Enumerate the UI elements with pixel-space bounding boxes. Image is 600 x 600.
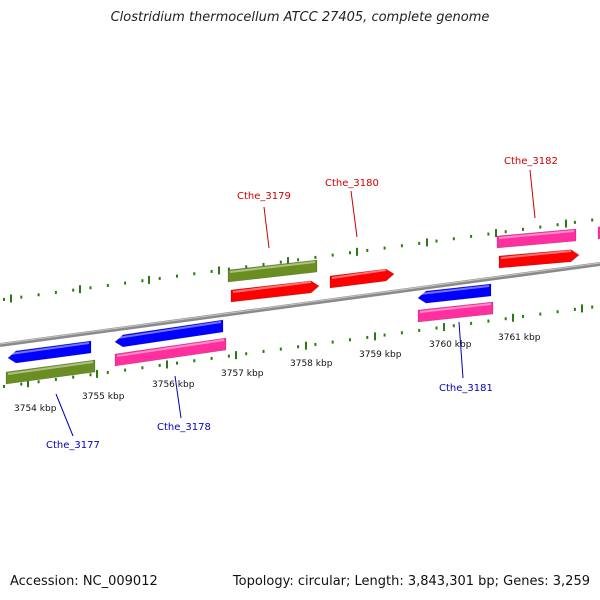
connector-cthe-3178: [174, 375, 182, 419]
gene-label-cthe-3181[interactable]: Cthe_3181: [439, 383, 493, 394]
map-title: Clostridium thermocellum ATCC 27405, com…: [110, 10, 490, 25]
feature-cds-forward-3182[interactable]: [498, 249, 580, 269]
feature-highlight: [419, 303, 492, 313]
connector-cthe-3181: [458, 321, 464, 379]
feature-highlight: [116, 321, 222, 339]
feature-gene-olive-3177[interactable]: [5, 359, 96, 385]
gene-label-cthe-3177[interactable]: Cthe_3177: [46, 440, 100, 451]
scale-label: 3755 kbp: [82, 392, 125, 402]
gene-label-cthe-3178[interactable]: Cthe_3178: [157, 422, 211, 433]
feature-highlight: [419, 285, 490, 295]
feature-cds-reverse-3181[interactable]: [417, 283, 492, 304]
feature-highlight: [9, 342, 90, 355]
scale-label: 3760 kbp: [429, 340, 472, 350]
genome-backbone-highlight: [0, 262, 600, 345]
scale-label: 3761 kbp: [498, 333, 541, 343]
feature-gene-pink-3181[interactable]: [417, 301, 494, 323]
scale-label: 3758 kbp: [290, 359, 333, 369]
scale-label: 3757 kbp: [221, 369, 264, 379]
genome-backbone: [0, 262, 600, 347]
feature-cds-forward-3179[interactable]: [230, 280, 320, 303]
scale-labels: 3754 kbp 3755 kbp 3756 kbp 3757 kbp 3758…: [14, 333, 541, 414]
feature-gene-olive-3179[interactable]: [227, 259, 318, 283]
feature-highlight: [232, 281, 312, 293]
feature-gene-pink-3178[interactable]: [114, 337, 227, 367]
genome-summary: Topology: circular; Length: 3,843,301 bp…: [232, 574, 590, 589]
feature-cds-reverse-3178[interactable]: [114, 319, 224, 348]
gene-label-cthe-3179[interactable]: Cthe_3179: [237, 191, 291, 202]
feature-cds-reverse-3177[interactable]: [7, 340, 92, 364]
scale-label: 3756 kbp: [152, 380, 195, 390]
feature-layer: [5, 226, 600, 385]
feature-highlight: [7, 361, 94, 375]
label-connectors: [55, 169, 536, 437]
accession-label: Accession: NC_009012: [10, 574, 158, 589]
scale-label: 3759 kbp: [359, 350, 402, 360]
lower-tick-track: [3, 304, 594, 388]
gene-label-cthe-3180[interactable]: Cthe_3180: [325, 178, 379, 189]
feature-gene-pink-3182[interactable]: [496, 228, 577, 249]
scale-label: 3754 kbp: [14, 404, 57, 414]
feature-highlight: [116, 339, 225, 357]
feature-highlight: [498, 230, 575, 239]
feature-highlight: [331, 269, 387, 279]
gene-labels: Cthe_3179 Cthe_3180 Cthe_3182 Cthe_3177 …: [46, 156, 558, 451]
connector-cthe-3177: [55, 393, 74, 437]
feature-highlight: [500, 250, 572, 259]
upper-tick-track: [3, 218, 594, 303]
gene-label-cthe-3182[interactable]: Cthe_3182: [504, 156, 558, 167]
feature-cds-forward-3180[interactable]: [329, 268, 395, 289]
connector-cthe-3180: [350, 190, 358, 238]
connector-cthe-3179: [263, 206, 270, 249]
feature-highlight: [229, 261, 316, 273]
connector-cthe-3182: [529, 169, 536, 219]
